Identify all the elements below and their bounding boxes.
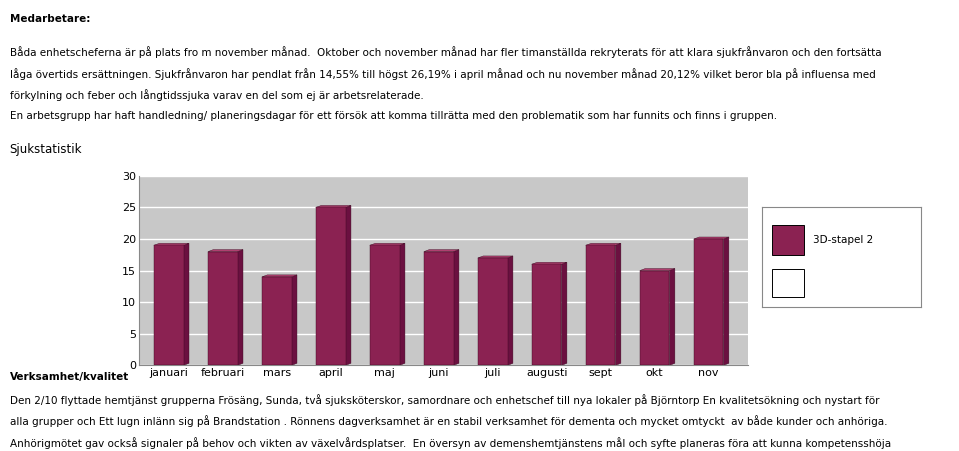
Polygon shape — [153, 244, 189, 245]
Bar — [772, 226, 804, 255]
Polygon shape — [292, 275, 297, 365]
Polygon shape — [208, 250, 243, 252]
Polygon shape — [478, 256, 513, 258]
Text: låga övertids ersättningen. Sjukfrånvaron har pendlat från 14,55% till högst 26,: låga övertids ersättningen. Sjukfrånvaro… — [10, 68, 876, 79]
Text: Sjukstatistik: Sjukstatistik — [10, 143, 82, 156]
Polygon shape — [370, 244, 405, 245]
Polygon shape — [532, 262, 567, 264]
Bar — [772, 269, 804, 297]
Bar — [208, 252, 238, 365]
Bar — [153, 245, 183, 365]
Text: Medarbetare:: Medarbetare: — [10, 14, 90, 23]
Polygon shape — [562, 262, 567, 365]
Bar — [532, 264, 562, 365]
Text: En arbetsgrupp har haft handledning/ planeringsdagar för ett försök att komma ti: En arbetsgrupp har haft handledning/ pla… — [10, 111, 777, 121]
Text: Den 2/10 flyttade hemtjänst grupperna Frösäng, Sunda, två sjuksköterskor, samord: Den 2/10 flyttade hemtjänst grupperna Fr… — [10, 394, 879, 405]
Bar — [262, 277, 292, 365]
Polygon shape — [345, 206, 351, 365]
Bar — [424, 252, 454, 365]
Polygon shape — [669, 269, 675, 365]
Polygon shape — [400, 244, 405, 365]
Text: förkylning och feber och långtidssjuka varav en del som ej är arbetsrelaterade.: förkylning och feber och långtidssjuka v… — [10, 89, 423, 101]
Polygon shape — [640, 269, 675, 271]
Polygon shape — [586, 244, 620, 245]
Bar — [586, 245, 616, 365]
Bar — [478, 258, 507, 365]
Bar — [693, 239, 723, 365]
Polygon shape — [723, 237, 729, 365]
Polygon shape — [238, 250, 243, 365]
Polygon shape — [183, 244, 189, 365]
Text: Anhörigmötet gav också signaler på behov och vikten av växelvårdsplatser.  En öv: Anhörigmötet gav också signaler på behov… — [10, 437, 891, 449]
Bar — [640, 271, 669, 365]
Text: alla grupper och Ett lugn inlänn sig på Brandstation . Rönnens dagverksamhet är : alla grupper och Ett lugn inlänn sig på … — [10, 415, 887, 427]
Polygon shape — [424, 250, 459, 252]
Polygon shape — [693, 237, 729, 239]
Text: Verksamhet/kvalitet: Verksamhet/kvalitet — [10, 372, 129, 382]
Bar — [370, 245, 400, 365]
Polygon shape — [616, 244, 620, 365]
Polygon shape — [262, 275, 297, 277]
Polygon shape — [454, 250, 459, 365]
Bar — [316, 207, 345, 365]
Polygon shape — [507, 256, 513, 365]
Polygon shape — [316, 206, 351, 207]
Text: 3D-stapel 2: 3D-stapel 2 — [813, 235, 874, 245]
Text: Båda enhetscheferna är på plats fro m november månad.  Oktober och november måna: Båda enhetscheferna är på plats fro m no… — [10, 46, 881, 58]
